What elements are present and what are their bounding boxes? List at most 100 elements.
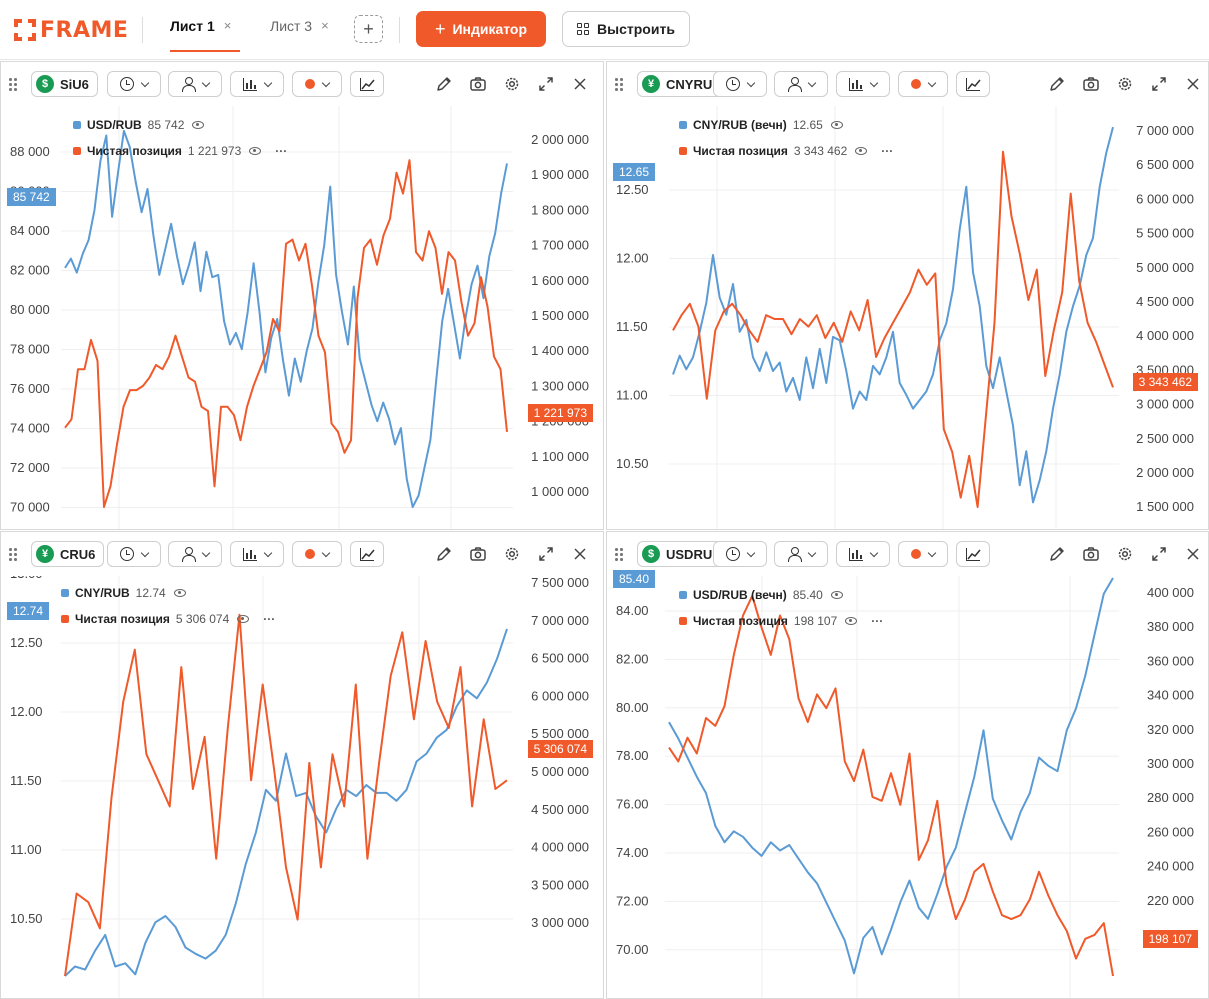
expand-icon[interactable] xyxy=(1150,545,1168,563)
chevron-down-icon xyxy=(746,78,756,87)
line-chart-button[interactable] xyxy=(350,71,384,97)
series-color-dropdown[interactable] xyxy=(898,541,948,567)
series-color-dropdown[interactable] xyxy=(292,541,342,567)
y-left-tick-label: 82 000 xyxy=(10,263,50,278)
more-options-icon[interactable]: ··· xyxy=(881,144,894,158)
eye-icon[interactable] xyxy=(173,589,186,597)
legend-price[interactable]: CNY/RUB (вечн) 12.65 xyxy=(679,118,857,132)
pencil-icon[interactable] xyxy=(435,545,453,563)
legend-net-position[interactable]: Чистая позиция 5 306 074 ··· xyxy=(61,612,275,626)
chart-svg[interactable]: 13.00 12.50 12.00 11.50 11.00 10.50 7 500 000 7… xyxy=(1,576,604,999)
chart-type-dropdown[interactable] xyxy=(836,541,890,567)
indicator-button-label: Индикатор xyxy=(452,21,528,37)
left-axis-price-badge: 85.40 xyxy=(613,570,656,588)
pencil-icon[interactable] xyxy=(1048,545,1066,563)
legend-net-position[interactable]: Чистая позиция 1 221 973 ··· xyxy=(73,144,287,158)
participant-dropdown[interactable] xyxy=(774,541,828,567)
frame-logo[interactable]: FRAME xyxy=(14,16,128,44)
participant-dropdown[interactable] xyxy=(168,71,222,97)
series-color-dropdown[interactable] xyxy=(292,71,342,97)
ticker-selector[interactable]: $ SiU6 xyxy=(31,71,98,97)
timeframe-dropdown[interactable] xyxy=(713,541,767,567)
pencil-icon[interactable] xyxy=(435,75,453,93)
drag-handle-icon[interactable] xyxy=(615,548,623,561)
camera-icon[interactable] xyxy=(1082,545,1100,563)
legend-price[interactable]: CNY/RUB 12.74 xyxy=(61,586,200,600)
more-options-icon[interactable]: ··· xyxy=(263,612,276,626)
y-left-tick-label: 72 000 xyxy=(10,460,50,475)
y-right-tick-label: 5 500 000 xyxy=(1136,226,1194,241)
add-indicator-button[interactable]: + Индикатор xyxy=(416,11,546,47)
line-chart-button[interactable] xyxy=(956,71,990,97)
chevron-down-icon xyxy=(869,548,879,557)
series-color-dropdown[interactable] xyxy=(898,71,948,97)
legend-price[interactable]: USD/RUB (вечн) 85.40 xyxy=(679,588,857,602)
close-icon[interactable] xyxy=(571,75,589,93)
participant-dropdown[interactable] xyxy=(168,541,222,567)
close-icon[interactable]: × xyxy=(223,18,232,33)
y-right-tick-label: 7 500 000 xyxy=(531,576,589,590)
camera-icon[interactable] xyxy=(1082,75,1100,93)
tab-sheet-3[interactable]: Лист 3 × xyxy=(270,18,340,52)
gear-icon[interactable] xyxy=(503,75,521,93)
chart-panel-usdrubf: $ USDRUBF 84.00 82.00 80.00 78.00 76.00 74.00… xyxy=(606,531,1209,999)
y-right-tick-label: 280 000 xyxy=(1147,790,1194,805)
expand-icon[interactable] xyxy=(1150,75,1168,93)
eye-icon[interactable] xyxy=(192,121,205,129)
add-tab-button[interactable]: + xyxy=(354,15,383,43)
eye-icon[interactable] xyxy=(855,147,868,155)
chevron-down-icon xyxy=(263,548,273,557)
legend-net-position[interactable]: Чистая позиция 3 343 462 ··· xyxy=(679,144,893,158)
drag-handle-icon[interactable] xyxy=(615,78,623,91)
arrange-button[interactable]: Выстроить xyxy=(562,11,690,47)
close-icon[interactable]: × xyxy=(321,18,329,33)
chevron-down-icon xyxy=(807,78,817,87)
legend-name: Чистая позиция xyxy=(75,612,170,626)
ticker-selector[interactable]: ¥ CRU6 xyxy=(31,541,105,567)
timeframe-dropdown[interactable] xyxy=(713,71,767,97)
camera-icon[interactable] xyxy=(469,75,487,93)
drag-handle-icon[interactable] xyxy=(9,548,17,561)
legend-net-position[interactable]: Чистая позиция 198 107 ··· xyxy=(679,614,883,628)
eye-icon[interactable] xyxy=(845,617,858,625)
chart-svg[interactable]: 12.50 12.00 11.50 11.00 10.50 7 000 000 6 500 … xyxy=(607,106,1209,530)
timeframe-dropdown[interactable] xyxy=(107,541,161,567)
legend-name: Чистая позиция xyxy=(87,144,182,158)
left-axis-price-badge: 12.65 xyxy=(613,163,656,181)
drag-handle-icon[interactable] xyxy=(9,78,17,91)
close-icon[interactable] xyxy=(1184,75,1202,93)
eye-icon[interactable] xyxy=(237,615,250,623)
y-right-tick-label: 7 000 000 xyxy=(1136,123,1194,138)
participant-dropdown[interactable] xyxy=(774,71,828,97)
chart-type-dropdown[interactable] xyxy=(230,541,284,567)
chart-type-dropdown[interactable] xyxy=(836,71,890,97)
timeframe-dropdown[interactable] xyxy=(107,71,161,97)
chart-type-dropdown[interactable] xyxy=(230,71,284,97)
y-right-tick-label: 6 000 000 xyxy=(1136,191,1194,206)
more-options-icon[interactable]: ··· xyxy=(871,614,884,628)
line-chart-button[interactable] xyxy=(350,541,384,567)
close-icon[interactable] xyxy=(1184,545,1202,563)
y-left-tick-label: 13.00 xyxy=(10,576,43,581)
chart-area[interactable]: 13.00 12.50 12.00 11.50 11.00 10.50 7 500 000 7… xyxy=(1,576,603,998)
tab-sheet-1[interactable]: Лист 1 × xyxy=(170,18,240,52)
pencil-icon[interactable] xyxy=(1048,75,1066,93)
close-icon[interactable] xyxy=(571,545,589,563)
line-chart-button[interactable] xyxy=(956,541,990,567)
eye-icon[interactable] xyxy=(249,147,262,155)
gear-icon[interactable] xyxy=(1116,545,1134,563)
chart-svg[interactable]: 84.00 82.00 80.00 78.00 76.00 74.00 72.00 70.00… xyxy=(607,576,1209,999)
legend-price[interactable]: USD/RUB 85 742 xyxy=(73,118,218,132)
chart-area[interactable]: 84.00 82.00 80.00 78.00 76.00 74.00 72.00 70.00… xyxy=(607,570,1209,999)
more-options-icon[interactable]: ··· xyxy=(275,144,288,158)
chart-area[interactable]: 12.50 12.00 11.50 11.00 10.50 7 000 000 6 500 … xyxy=(607,106,1208,529)
eye-icon[interactable] xyxy=(830,591,843,599)
expand-icon[interactable] xyxy=(537,545,555,563)
expand-icon[interactable] xyxy=(537,75,555,93)
gear-icon[interactable] xyxy=(503,545,521,563)
eye-icon[interactable] xyxy=(830,121,843,129)
camera-icon[interactable] xyxy=(469,545,487,563)
gear-icon[interactable] xyxy=(1116,75,1134,93)
